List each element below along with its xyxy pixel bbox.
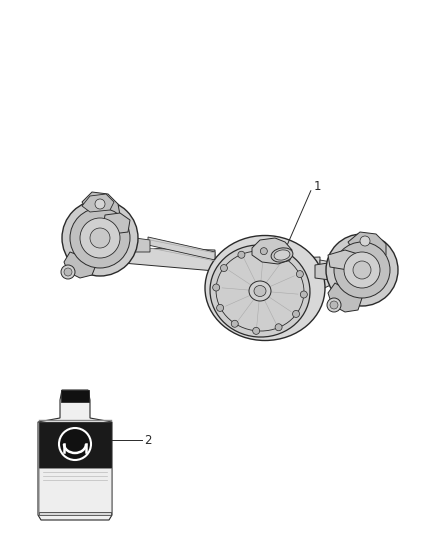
- Circle shape: [297, 271, 304, 278]
- Polygon shape: [61, 390, 89, 402]
- Circle shape: [238, 251, 245, 259]
- Circle shape: [70, 208, 130, 268]
- Circle shape: [360, 236, 370, 246]
- Circle shape: [275, 324, 282, 331]
- Circle shape: [220, 264, 227, 271]
- Polygon shape: [252, 238, 292, 264]
- Circle shape: [330, 301, 338, 309]
- Polygon shape: [38, 390, 112, 520]
- Polygon shape: [39, 468, 111, 512]
- Circle shape: [253, 327, 260, 334]
- Ellipse shape: [205, 236, 325, 341]
- Ellipse shape: [254, 286, 266, 296]
- Polygon shape: [88, 247, 350, 290]
- Polygon shape: [103, 213, 130, 234]
- Ellipse shape: [249, 281, 271, 301]
- Circle shape: [59, 428, 91, 460]
- Circle shape: [326, 234, 398, 306]
- Circle shape: [95, 199, 105, 209]
- Circle shape: [61, 265, 75, 279]
- Ellipse shape: [274, 250, 290, 260]
- Circle shape: [217, 304, 224, 311]
- Ellipse shape: [271, 248, 293, 262]
- Circle shape: [213, 284, 220, 291]
- Polygon shape: [39, 422, 111, 468]
- Circle shape: [344, 252, 380, 288]
- Circle shape: [64, 268, 72, 276]
- Polygon shape: [320, 260, 342, 275]
- Circle shape: [300, 291, 307, 298]
- Circle shape: [62, 200, 138, 276]
- Polygon shape: [315, 263, 340, 280]
- Polygon shape: [82, 192, 120, 218]
- Polygon shape: [332, 242, 392, 300]
- Circle shape: [327, 298, 341, 312]
- Polygon shape: [328, 250, 360, 270]
- Circle shape: [90, 228, 110, 248]
- Ellipse shape: [210, 245, 310, 337]
- Polygon shape: [39, 512, 111, 515]
- Circle shape: [334, 242, 390, 298]
- Circle shape: [353, 261, 371, 279]
- Polygon shape: [348, 232, 386, 258]
- Circle shape: [260, 248, 267, 255]
- Circle shape: [282, 255, 289, 262]
- Polygon shape: [68, 202, 125, 265]
- Polygon shape: [148, 237, 215, 260]
- Circle shape: [231, 320, 238, 327]
- Text: 2: 2: [144, 433, 152, 447]
- Circle shape: [293, 310, 300, 318]
- Polygon shape: [328, 283, 362, 312]
- Polygon shape: [118, 238, 150, 252]
- Text: 1: 1: [314, 181, 321, 193]
- Polygon shape: [82, 194, 114, 212]
- Circle shape: [80, 218, 120, 258]
- Polygon shape: [64, 252, 96, 278]
